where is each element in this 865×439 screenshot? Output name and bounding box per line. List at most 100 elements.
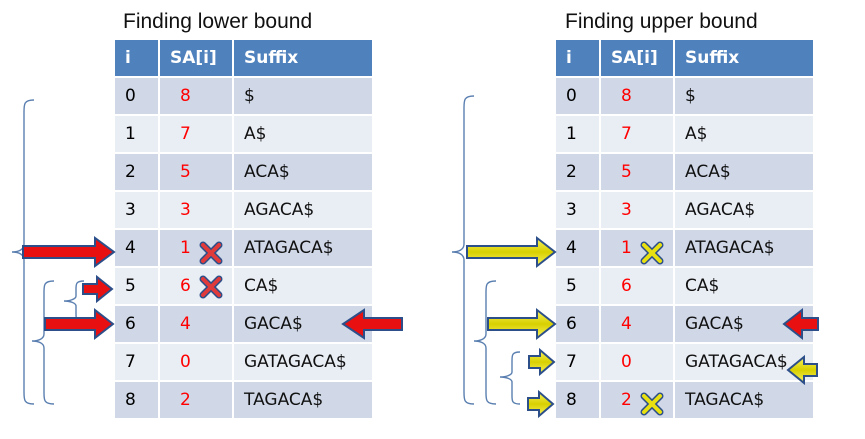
cell-suffix: GACA$ — [234, 306, 374, 344]
cell-sa: 8 — [160, 78, 234, 116]
cell-sa: 7 — [601, 116, 675, 154]
cell-i: 6 — [115, 306, 160, 344]
suffix-array-table-lower: i SA[i] Suffix 0 8 $ 1 7 A$ 2 5 ACA$ 3 3 AGACA$ … — [115, 40, 374, 420]
upper-bound-panel: Finding upper bound i SA[i] Suffix 0 8 $ 1… — [440, 0, 865, 439]
bracket-outer — [11, 99, 35, 405]
table-header-row: i SA[i] Suffix — [115, 40, 374, 78]
cell-i: 7 — [115, 344, 160, 382]
cell-i: 0 — [115, 78, 160, 116]
lower-bound-title: Finding lower bound — [123, 10, 313, 33]
cell-suffix: A$ — [675, 116, 815, 154]
table-row: 2 5 ACA$ — [115, 154, 374, 192]
arrow-right-row-8 — [527, 389, 555, 419]
table-row: 5 6 CA$ — [115, 268, 374, 306]
arrow-right-row-5 — [82, 274, 114, 304]
upper-bound-title: Finding upper bound — [565, 10, 758, 33]
arrow-right-row-6 — [44, 307, 115, 341]
arrow-left-row-7 — [786, 354, 818, 386]
cell-suffix: TAGACA$ — [234, 382, 374, 420]
bracket-middle — [31, 280, 55, 405]
cell-sa: 5 — [160, 154, 234, 192]
cell-i: 1 — [556, 116, 601, 154]
cell-i: 3 — [115, 192, 160, 230]
table-row: 7 0 GATAGACA$ — [556, 344, 815, 382]
cell-suffix: A$ — [234, 116, 374, 154]
cell-i: 6 — [556, 306, 601, 344]
table-row: 4 1 ATAGACA$ — [556, 230, 815, 268]
cross-icon-row-4-fill — [642, 243, 662, 263]
cell-suffix: ACA$ — [234, 154, 374, 192]
cell-i: 2 — [556, 154, 601, 192]
table-row: 8 2 TAGACA$ — [115, 382, 374, 420]
cell-sa: 0 — [601, 344, 675, 382]
table-header-row: i SA[i] Suffix — [556, 40, 815, 78]
cross-icon-row-8-fill — [642, 394, 662, 414]
header-i: i — [556, 40, 601, 78]
cell-suffix: ACA$ — [675, 154, 815, 192]
table-row: 3 3 AGACA$ — [115, 192, 374, 230]
cell-sa: 7 — [160, 116, 234, 154]
cross-icon-row-5-fill — [201, 277, 221, 297]
arrow-right-row-4 — [22, 236, 116, 268]
cell-i: 2 — [115, 154, 160, 192]
table-row: 4 1 ATAGACA$ — [115, 230, 374, 268]
bracket-middle — [473, 280, 497, 405]
table-row: 0 8 $ — [115, 78, 374, 116]
cross-icon-row-4-fill — [201, 243, 221, 263]
cell-sa: 6 — [160, 268, 234, 306]
table-row: 7 0 GATAGACA$ — [115, 344, 374, 382]
cell-i: 7 — [556, 344, 601, 382]
cell-i: 5 — [556, 268, 601, 306]
cell-i: 4 — [115, 230, 160, 268]
cell-suffix: CA$ — [234, 268, 374, 306]
arrow-right-row-7 — [528, 347, 556, 377]
cell-suffix: GATAGACA$ — [675, 344, 815, 382]
cell-sa: 2 — [160, 382, 234, 420]
header-suffix: Suffix — [234, 40, 374, 78]
header-sa: SA[i] — [160, 40, 234, 78]
cell-i: 1 — [115, 116, 160, 154]
table-row: 6 4 GACA$ — [556, 306, 815, 344]
cell-suffix: AGACA$ — [234, 192, 374, 230]
cell-suffix: GACA$ — [675, 306, 815, 344]
cell-sa: 4 — [601, 306, 675, 344]
lower-bound-annotations — [11, 99, 403, 405]
lower-bound-panel: Finding lower bound i SA[i] Suffix 0 8 $ 1… — [0, 0, 430, 439]
bracket-inner — [63, 280, 85, 323]
cell-suffix: $ — [234, 78, 374, 116]
cell-sa: 8 — [601, 78, 675, 116]
table-row: 1 7 A$ — [115, 116, 374, 154]
arrow-right-row-6 — [487, 307, 557, 341]
cell-i: 5 — [115, 268, 160, 306]
header-sa: SA[i] — [601, 40, 675, 78]
cell-i: 8 — [115, 382, 160, 420]
table-row: 0 8 $ — [556, 78, 815, 116]
cell-suffix: ATAGACA$ — [234, 230, 374, 268]
table-row: 3 3 AGACA$ — [556, 192, 815, 230]
cell-sa: 0 — [160, 344, 234, 382]
bracket-outer — [451, 95, 475, 405]
arrow-left-row-6 — [782, 307, 819, 341]
cell-sa: 4 — [160, 306, 234, 344]
cell-suffix: $ — [675, 78, 815, 116]
header-suffix: Suffix — [675, 40, 815, 78]
header-i: i — [115, 40, 160, 78]
cell-sa: 6 — [601, 268, 675, 306]
arrow-left-row-6 — [341, 308, 403, 340]
cell-i: 8 — [556, 382, 601, 420]
cell-sa: 5 — [601, 154, 675, 192]
cell-sa: 3 — [160, 192, 234, 230]
cell-suffix: ATAGACA$ — [675, 230, 815, 268]
arrow-right-row-4 — [466, 235, 557, 269]
cell-i: 3 — [556, 192, 601, 230]
table-row: 1 7 A$ — [556, 116, 815, 154]
cell-i: 0 — [556, 78, 601, 116]
suffix-array-table-upper: i SA[i] Suffix 0 8 $ 1 7 A$ 2 5 ACA$ 3 3 AGACA$ … — [556, 40, 815, 420]
cell-suffix: TAGACA$ — [675, 382, 815, 420]
table-row: 5 6 CA$ — [556, 268, 815, 306]
table-row: 2 5 ACA$ — [556, 154, 815, 192]
cell-i: 4 — [556, 230, 601, 268]
cell-suffix: CA$ — [675, 268, 815, 306]
cell-suffix: AGACA$ — [675, 192, 815, 230]
bracket-inner — [499, 351, 521, 405]
